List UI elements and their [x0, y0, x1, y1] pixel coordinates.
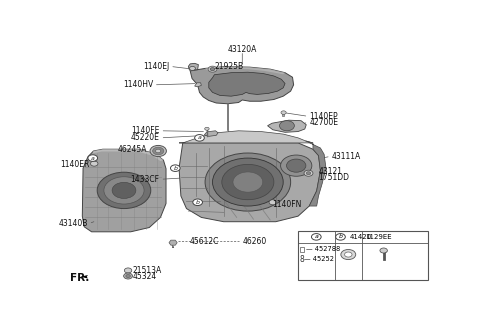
- Polygon shape: [169, 240, 177, 245]
- Circle shape: [150, 145, 167, 156]
- Polygon shape: [267, 120, 306, 132]
- Text: 45612C: 45612C: [190, 237, 219, 246]
- Circle shape: [233, 172, 263, 192]
- Polygon shape: [179, 143, 321, 222]
- Text: 45324: 45324: [132, 272, 157, 281]
- Text: — 45252: — 45252: [304, 256, 334, 262]
- Text: 21925B: 21925B: [215, 62, 243, 71]
- Text: 43121: 43121: [319, 167, 343, 176]
- Polygon shape: [188, 63, 198, 70]
- Circle shape: [281, 111, 286, 114]
- Circle shape: [170, 165, 180, 172]
- Text: 1140ER: 1140ER: [60, 160, 90, 169]
- Circle shape: [287, 159, 306, 172]
- Circle shape: [205, 153, 290, 211]
- Text: 43140B: 43140B: [59, 219, 88, 228]
- Text: 1433CF: 1433CF: [131, 175, 160, 184]
- Polygon shape: [195, 83, 202, 87]
- Circle shape: [269, 200, 276, 205]
- Text: 1140FN: 1140FN: [272, 200, 301, 209]
- Text: 42700E: 42700E: [309, 118, 338, 127]
- Text: — 452788: — 452788: [305, 246, 340, 253]
- Text: 8: 8: [300, 255, 304, 264]
- Text: 46245A: 46245A: [118, 146, 147, 154]
- Text: b: b: [173, 166, 177, 171]
- Circle shape: [312, 234, 321, 240]
- Circle shape: [336, 234, 345, 240]
- Circle shape: [97, 172, 151, 209]
- Circle shape: [124, 268, 132, 273]
- Circle shape: [208, 66, 217, 72]
- Circle shape: [112, 182, 136, 198]
- Circle shape: [222, 164, 274, 200]
- Circle shape: [153, 147, 164, 155]
- Polygon shape: [83, 149, 166, 232]
- Polygon shape: [205, 67, 285, 74]
- Circle shape: [380, 248, 387, 253]
- Polygon shape: [204, 131, 218, 136]
- Circle shape: [88, 155, 97, 161]
- Text: 1140EJ: 1140EJ: [144, 62, 170, 71]
- Circle shape: [341, 250, 356, 259]
- Polygon shape: [81, 275, 88, 278]
- Polygon shape: [179, 131, 313, 143]
- Polygon shape: [93, 149, 163, 161]
- Polygon shape: [282, 113, 284, 116]
- Text: 1751DD: 1751DD: [319, 173, 349, 182]
- Text: 1140HV: 1140HV: [123, 80, 153, 89]
- Polygon shape: [305, 141, 326, 206]
- Circle shape: [281, 155, 312, 176]
- Polygon shape: [209, 72, 285, 96]
- Circle shape: [104, 177, 144, 204]
- Circle shape: [126, 275, 130, 277]
- Bar: [300, 247, 304, 252]
- Text: a: a: [91, 155, 95, 161]
- Text: a: a: [198, 135, 202, 140]
- Circle shape: [279, 121, 294, 131]
- Text: FR.: FR.: [71, 273, 90, 283]
- Text: 21513A: 21513A: [132, 266, 162, 276]
- Text: 43120A: 43120A: [228, 46, 257, 54]
- Circle shape: [124, 273, 132, 279]
- Bar: [298, 231, 428, 280]
- Circle shape: [213, 158, 283, 206]
- Circle shape: [193, 199, 203, 206]
- Circle shape: [190, 66, 195, 71]
- Circle shape: [156, 149, 161, 153]
- Text: 1140FE: 1140FE: [132, 126, 160, 135]
- Circle shape: [195, 134, 204, 141]
- Text: 46260: 46260: [242, 237, 266, 246]
- Text: b: b: [196, 200, 200, 205]
- Circle shape: [345, 252, 352, 257]
- Text: 41420: 41420: [349, 234, 372, 240]
- Circle shape: [91, 161, 98, 166]
- Text: 1129EE: 1129EE: [365, 234, 392, 240]
- Text: 1140EP: 1140EP: [309, 112, 338, 121]
- Circle shape: [204, 127, 209, 130]
- Text: b: b: [338, 235, 343, 239]
- Text: 43111A: 43111A: [332, 152, 361, 161]
- Text: 45220E: 45220E: [131, 133, 160, 142]
- Circle shape: [304, 170, 313, 176]
- Circle shape: [210, 68, 215, 71]
- Polygon shape: [172, 245, 174, 248]
- Text: a: a: [314, 235, 318, 239]
- Circle shape: [306, 172, 311, 175]
- Polygon shape: [190, 67, 294, 104]
